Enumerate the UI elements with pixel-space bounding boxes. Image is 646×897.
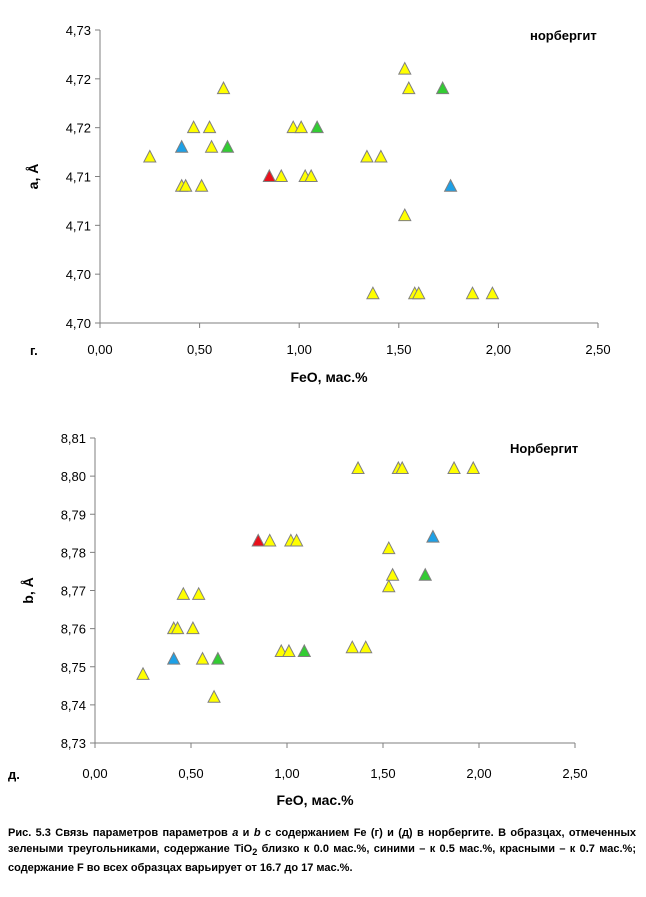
blue-triangle-point — [426, 529, 440, 543]
yellow-triangle-point — [397, 207, 412, 222]
y-tick-label: 4,71 — [66, 170, 91, 185]
y-tick-label: 8,77 — [61, 584, 86, 599]
yellow-triangle-point — [282, 643, 296, 657]
yellow-triangle-point — [176, 586, 191, 600]
blue-triangle-point — [174, 139, 189, 153]
caption-param-b: b — [253, 827, 261, 839]
caption-part-2: и — [238, 827, 254, 839]
yellow-triangle-point — [289, 533, 304, 547]
panel-label: г. — [30, 343, 38, 358]
x-tick-label: 1,50 — [370, 766, 395, 781]
caption-part-3: с содержанием Fe (г) и (д) в норбергите.… — [8, 827, 636, 855]
y-tick-label: 8,79 — [61, 507, 86, 522]
y-tick-label: 4,70 — [66, 267, 91, 282]
caption-part-1: Рис. 5.3 Связь параметров параметров — [8, 827, 233, 839]
x-tick-label: 0,50 — [178, 766, 203, 781]
y-tick-label: 4,72 — [66, 121, 91, 136]
x-tick-label: 2,00 — [486, 342, 511, 357]
green-triangle-point — [418, 567, 433, 581]
y-tick-label: 8,73 — [61, 736, 86, 751]
yellow-triangle-point — [397, 61, 412, 75]
x-tick-label: 1,00 — [274, 766, 299, 781]
y-tick-label: 8,75 — [61, 660, 86, 675]
yellow-triangle-point — [204, 139, 219, 153]
x-tick-label: 0,00 — [82, 766, 107, 781]
x-tick-label: 2,00 — [466, 766, 491, 781]
yellow-triangle-point — [345, 640, 360, 654]
x-tick-label: 1,00 — [287, 342, 312, 357]
yellow-triangle-point — [262, 533, 277, 547]
x-tick-label: 2,50 — [562, 766, 587, 781]
y-tick-label: 4,72 — [66, 72, 91, 87]
yellow-triangle-point — [381, 579, 396, 593]
yellow-triangle-point — [195, 651, 210, 665]
yellow-triangle-point — [395, 460, 410, 474]
yellow-triangle-point — [178, 178, 193, 192]
yellow-triangle-point — [142, 149, 157, 163]
x-tick-label: 0,00 — [87, 342, 112, 357]
yellow-triangle-point — [194, 178, 209, 192]
yellow-triangle-point — [202, 120, 217, 134]
yellow-triangle-point — [401, 81, 416, 95]
y-axis-label: b, Å — [20, 577, 36, 603]
scatter-chart-a: 4,70 4,70 4,71 4,71 4,72 4,72 4,73 0,00 0,50 1,00… — [25, 23, 611, 385]
y-tick-label: 8,78 — [61, 545, 86, 560]
yellow-triangle-point — [186, 621, 200, 635]
y-tick-label: 8,80 — [61, 469, 86, 484]
yellow-triangle-point — [136, 666, 150, 680]
caption-param-a: a — [232, 827, 239, 839]
y-axis-label: a, Å — [25, 164, 41, 190]
yellow-triangle-point — [411, 286, 426, 300]
x-tick-label: 2,50 — [585, 342, 610, 357]
green-triangle-point — [211, 651, 225, 665]
red-triangle-point — [262, 168, 277, 182]
y-tick-label: 4,70 — [66, 316, 91, 331]
scatter-chart-b: 8,73 8,74 8,75 8,76 8,77 8,78 8,79 8,80 8,81 0,00… — [8, 431, 588, 808]
yellow-triangle-point — [381, 540, 396, 555]
green-triangle-point — [435, 81, 450, 95]
yellow-triangle-point — [385, 567, 400, 581]
caption-part-4: близко к 0.0 мас.%, синими – к 0.5 мас.%… — [8, 843, 636, 875]
yellow-triangle-point — [366, 286, 380, 300]
yellow-triangle-point — [466, 460, 481, 474]
panel-label: д. — [8, 767, 20, 782]
x-axis-label: FeO, мас.% — [276, 792, 354, 808]
yellow-triangle-point — [485, 286, 500, 300]
yellow-triangle-point — [274, 168, 289, 182]
yellow-triangle-point — [170, 621, 185, 635]
red-triangle-point — [251, 533, 266, 547]
x-tick-label: 0,50 — [187, 342, 212, 357]
y-tick-label: 4,71 — [66, 218, 91, 233]
x-tick-label: 1,50 — [386, 342, 411, 357]
yellow-triangle-point — [358, 640, 373, 654]
blue-triangle-point — [443, 178, 458, 192]
chart-annotation: Норбергит — [510, 441, 578, 456]
yellow-triangle-point — [216, 81, 231, 95]
yellow-triangle-point — [351, 460, 365, 474]
yellow-triangle-point — [191, 586, 206, 600]
yellow-triangle-point — [207, 689, 221, 703]
yellow-triangle-point — [304, 168, 318, 182]
yellow-triangle-point — [374, 149, 388, 163]
green-triangle-point — [220, 139, 235, 153]
y-tick-label: 8,74 — [61, 698, 86, 713]
yellow-triangle-point — [447, 460, 461, 474]
green-triangle-point — [297, 643, 312, 657]
yellow-triangle-point — [186, 120, 201, 134]
chart-annotation: норбергит — [530, 28, 597, 43]
yellow-triangle-point — [465, 286, 480, 300]
y-tick-label: 4,73 — [66, 23, 91, 38]
figure-caption: Рис. 5.3 Связь параметров параметров a и… — [8, 825, 636, 876]
blue-triangle-point — [166, 651, 181, 665]
yellow-triangle-point — [294, 120, 309, 134]
y-tick-label: 8,76 — [61, 622, 86, 637]
yellow-triangle-point — [360, 149, 374, 163]
x-axis-label: FeO, мас.% — [290, 369, 368, 385]
y-tick-label: 8,81 — [61, 431, 86, 446]
green-triangle-point — [310, 120, 324, 134]
caption-subscript: 2 — [252, 847, 258, 858]
